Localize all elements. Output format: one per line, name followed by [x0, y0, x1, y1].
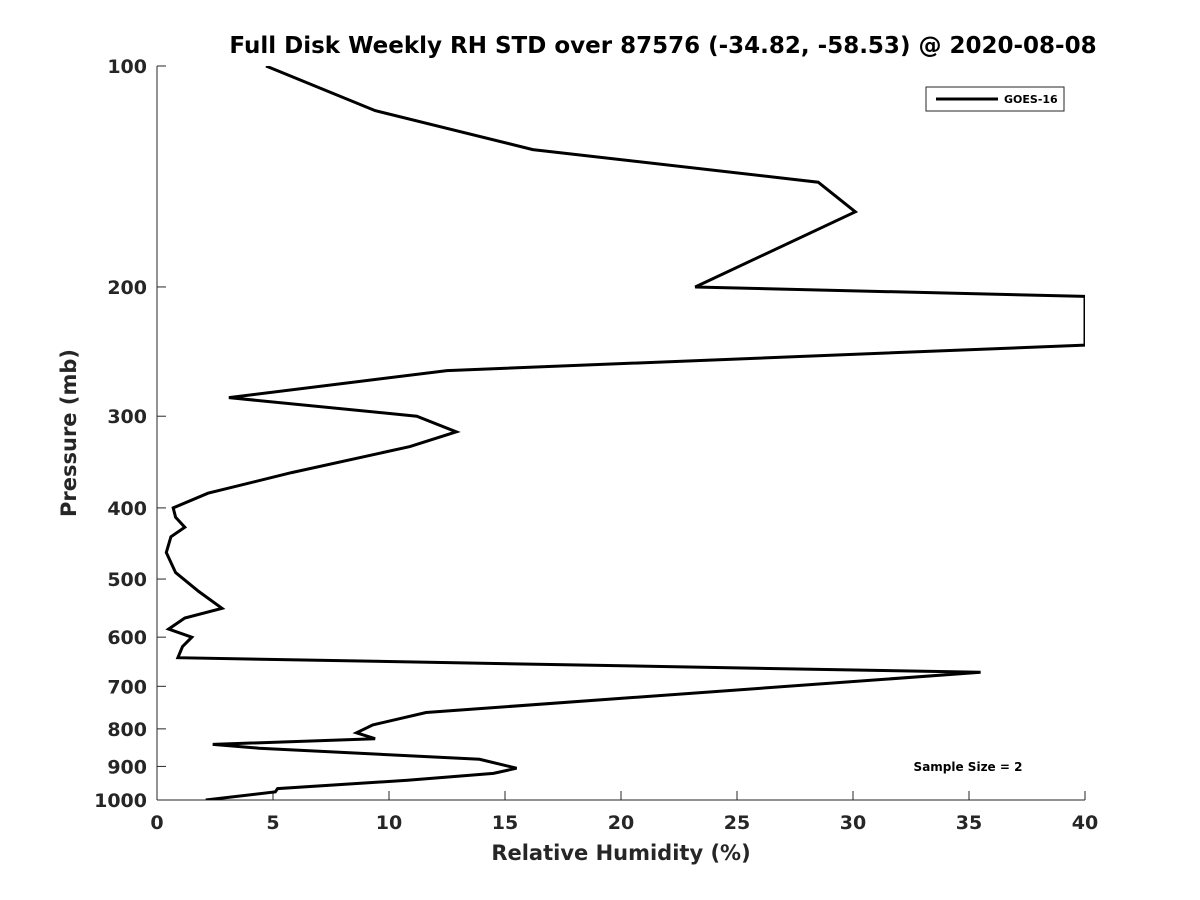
plot-area: Full Disk Weekly RH STD over 87576 (-34.…: [57, 33, 1098, 865]
y-tick-label: 900: [107, 756, 147, 778]
y-tick-label: 100: [107, 56, 147, 78]
x-tick-label: 5: [266, 812, 279, 834]
x-tick-label: 0: [150, 812, 163, 834]
x-tick-label: 15: [492, 812, 518, 834]
x-tick-label: 35: [956, 812, 982, 834]
x-tick-label: 10: [376, 812, 402, 834]
y-tick-label: 200: [107, 277, 147, 299]
sample-size-annotation: Sample Size = 2: [914, 760, 1023, 774]
y-tick-label: 500: [107, 569, 147, 591]
y-tick-label: 400: [107, 498, 147, 520]
y-tick-label: 600: [107, 627, 147, 649]
y-tick-label: 700: [107, 676, 147, 698]
x-tick-label: 25: [724, 812, 750, 834]
y-tick-label: 800: [107, 719, 147, 741]
chart-title: Full Disk Weekly RH STD over 87576 (-34.…: [229, 33, 1096, 59]
y-axis-label: Pressure (mb): [57, 349, 81, 517]
x-axis-label: Relative Humidity (%): [491, 841, 750, 865]
series-line-goes-16: [164, 66, 1085, 800]
y-tick-label: 1000: [94, 790, 147, 812]
y-tick-label: 300: [107, 406, 147, 428]
x-tick-label: 40: [1072, 812, 1098, 834]
legend-label: GOES-16: [1004, 93, 1058, 106]
x-tick-label: 20: [608, 812, 634, 834]
x-tick-label: 30: [840, 812, 866, 834]
